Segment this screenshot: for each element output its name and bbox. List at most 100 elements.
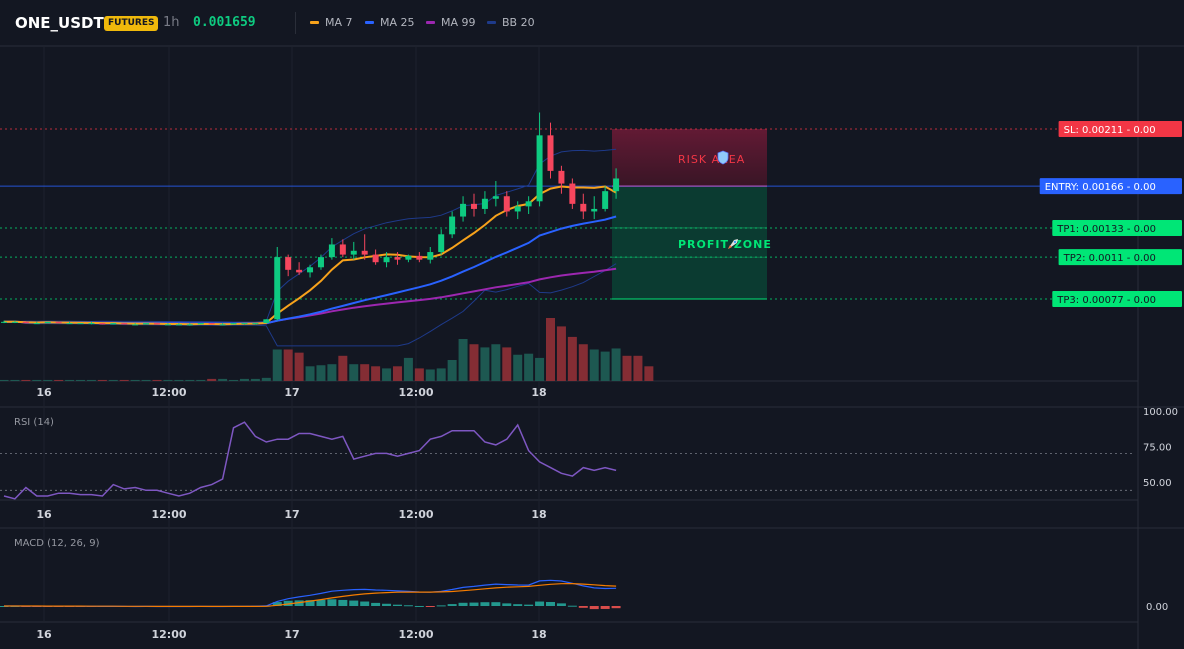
legend-ma99[interactable]: MA 99	[426, 16, 476, 29]
macd-histogram-bar	[371, 602, 381, 606]
time-tick: 16	[36, 628, 52, 641]
macd-histogram-bar	[305, 600, 315, 606]
level-tag[interactable]	[1058, 121, 1182, 137]
candle-body	[416, 255, 423, 260]
legend-swatch	[426, 21, 435, 24]
volume-bar	[196, 379, 206, 381]
legend-bb20[interactable]: BB 20	[487, 16, 535, 29]
symbol-name[interactable]: ONE_USDT	[15, 14, 104, 32]
candle-body	[175, 324, 182, 326]
volume-bar	[371, 366, 381, 381]
volume-bar	[32, 379, 42, 381]
volume-bar	[152, 379, 162, 381]
profit-zone-label: PROFIT ZONE	[678, 238, 772, 251]
volume-bar	[633, 355, 643, 381]
macd-histogram-bar	[546, 601, 555, 606]
volume-bar	[611, 348, 621, 381]
macd-histogram-bar	[392, 604, 402, 606]
trade-zones	[612, 129, 767, 300]
macd-signal-line	[4, 582, 617, 607]
level-tags[interactable]: SL: 0.00211 - 0.00 ENTRY: 0.00166 - 0.00 T…	[1039, 121, 1182, 307]
level-tag[interactable]	[1039, 178, 1182, 195]
candle-body	[55, 321, 62, 324]
macd-histogram-bar	[535, 601, 545, 606]
candle-body	[11, 321, 18, 323]
time-tick: 18	[531, 508, 546, 521]
candle-body	[569, 183, 576, 204]
candle-body	[503, 196, 510, 212]
candle-body	[88, 323, 95, 325]
macd-histogram-bar	[360, 601, 370, 606]
volume-bar	[272, 349, 282, 381]
volume-bar	[622, 355, 632, 381]
candle-body	[208, 323, 215, 325]
volume-bar	[458, 339, 468, 381]
shield-icon	[717, 150, 729, 165]
macd-histogram-bar	[589, 606, 599, 610]
macd-histogram-bar	[382, 603, 392, 606]
bb-upper-line	[4, 148, 617, 323]
timeframe-label[interactable]: 1h	[163, 15, 180, 30]
macd-histogram-bar	[414, 605, 424, 607]
candle-body	[449, 216, 456, 235]
candle-body	[154, 323, 161, 325]
level-tag[interactable]	[1058, 249, 1182, 266]
volume-bar	[119, 379, 129, 381]
candle-body	[394, 257, 401, 260]
macd-histogram-bar	[403, 605, 413, 607]
time-axis: 16 12:00 17 12:00 18 16 12:00 17 12:00 18 16 12:00 1…	[36, 386, 546, 641]
candle-body	[33, 323, 40, 325]
candle-body	[514, 206, 521, 212]
candle-body	[481, 198, 488, 209]
macd-histogram-bar	[556, 603, 566, 606]
volume-bar	[218, 378, 228, 381]
macd-histogram-bar	[513, 604, 523, 606]
volume-bar	[283, 349, 293, 381]
macd-histogram-bar	[458, 602, 468, 606]
rsi-tick: 75.00	[1143, 442, 1172, 453]
volume-bar	[76, 379, 86, 381]
macd-tick: 0.00	[1146, 602, 1168, 613]
candle-body	[317, 257, 324, 268]
candle-body	[372, 254, 379, 263]
candle-body	[1, 321, 7, 323]
level-tag-label: TP2: 0.0011 - 0.00	[1063, 253, 1156, 264]
legend-label: BB 20	[502, 16, 535, 29]
level-tag[interactable]	[1052, 219, 1182, 236]
volume-bar	[546, 318, 555, 381]
indicator-overlays	[4, 148, 617, 347]
candle-body	[580, 203, 587, 212]
macd-histogram-bar	[578, 606, 588, 608]
time-tick: 12:00	[151, 386, 186, 399]
time-tick: 17	[284, 628, 299, 641]
level-tag-label: SL: 0.00211 - 0.00	[1064, 125, 1156, 136]
last-price: 0.001659	[193, 15, 256, 30]
volume-bar	[97, 379, 107, 381]
level-lines	[0, 128, 1138, 300]
level-tag[interactable]	[1052, 291, 1182, 307]
grid	[43, 46, 540, 622]
candle-body	[110, 323, 117, 325]
legend-ma25[interactable]: MA 25	[365, 16, 415, 29]
candle-body	[427, 252, 434, 260]
volume-bar	[644, 366, 654, 381]
volume-bar	[10, 379, 20, 381]
candle-body	[383, 257, 390, 263]
macd-pane: 0.00	[0, 579, 1168, 613]
macd-histogram-bar	[425, 606, 435, 607]
macd-title: MACD (12, 26, 9)	[14, 538, 100, 549]
volume-bar	[524, 353, 534, 381]
candlesticks	[1, 112, 620, 326]
volume-bar	[349, 364, 359, 381]
time-tick: 12:00	[398, 628, 433, 641]
legend-ma7[interactable]: MA 7	[310, 16, 353, 29]
level-tag-label: ENTRY: 0.00166 - 0.00	[1045, 182, 1156, 193]
candle-body	[460, 203, 467, 217]
volume-bar	[338, 355, 348, 381]
level-tag-label: TP3: 0.00077 - 0.00	[1056, 295, 1156, 306]
volume-bar	[0, 379, 9, 381]
candle-body	[132, 324, 139, 326]
candle-body	[219, 324, 226, 326]
volume-bar	[294, 352, 304, 381]
